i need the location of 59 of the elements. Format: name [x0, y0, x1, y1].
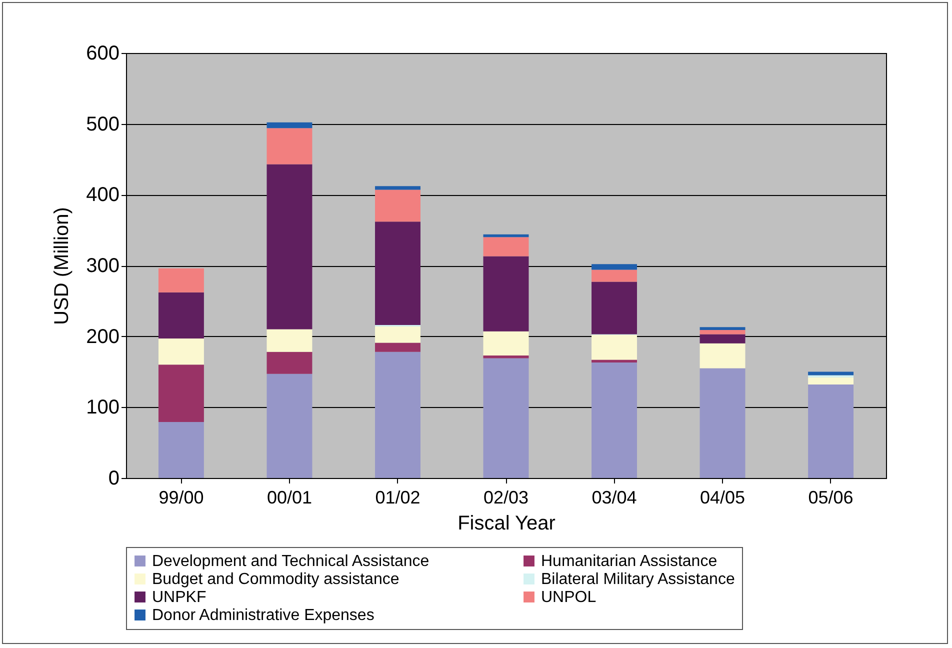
- legend-label: Development and Technical Assistance: [152, 553, 430, 570]
- bar: [158, 268, 204, 292]
- x-axis-title: Fiscal Year: [458, 512, 556, 534]
- bar: [375, 326, 420, 343]
- bar: [375, 222, 420, 325]
- y-tick-label: 400: [86, 184, 120, 206]
- bar: [592, 270, 637, 282]
- bar: [483, 256, 529, 332]
- y-tick-label: 200: [86, 326, 120, 348]
- x-tick-label: 02/03: [483, 488, 529, 508]
- x-tick-label: 05/06: [808, 488, 854, 508]
- legend-label: Humanitarian Assistance: [541, 553, 718, 570]
- x-tick-label: 01/02: [375, 488, 420, 508]
- x-tick-label: 04/05: [700, 488, 746, 508]
- bar: [375, 342, 420, 352]
- bar: [483, 331, 529, 356]
- bar: [808, 377, 854, 384]
- bar: [700, 343, 746, 368]
- bar: [592, 362, 637, 478]
- x-tick-label: 00/01: [266, 488, 312, 508]
- legend-label: UNPOL: [541, 589, 596, 606]
- bar: [375, 352, 420, 478]
- bar: [700, 368, 746, 478]
- bar: [483, 358, 529, 478]
- bar: [700, 334, 746, 344]
- y-tick-label: 600: [86, 42, 120, 64]
- bar: [808, 372, 854, 376]
- y-tick-label: 100: [86, 396, 120, 419]
- bar: [266, 164, 312, 330]
- bar: [266, 352, 312, 374]
- x-tick-label: 03/04: [592, 488, 637, 508]
- legend-label: Donor Administrative Expenses: [152, 607, 374, 624]
- bar: [266, 329, 312, 352]
- bar: [808, 384, 854, 478]
- bar: [483, 355, 529, 358]
- bar: [700, 327, 746, 330]
- bar: [592, 282, 637, 334]
- bar: [700, 330, 746, 334]
- bar: [158, 338, 204, 365]
- bar: [158, 364, 204, 422]
- x-tick-label: 99/00: [158, 488, 204, 508]
- bar: [266, 374, 312, 478]
- bar: [592, 264, 637, 270]
- bar: [483, 237, 529, 256]
- bar: [375, 186, 420, 190]
- bar: [592, 360, 637, 363]
- y-tick-label: 500: [86, 113, 120, 136]
- y-tick-label: 300: [86, 255, 120, 277]
- y-axis-title: USD (Million): [51, 207, 74, 325]
- bar: [158, 292, 204, 338]
- bar: [592, 334, 637, 360]
- bar: [158, 422, 204, 478]
- legend-label: Budget and Commodity assistance: [152, 571, 400, 588]
- y-tick-label: 0: [108, 468, 120, 490]
- legend-label: UNPKF: [152, 589, 206, 606]
- bar: [266, 122, 312, 128]
- legend-label: Bilateral Military Assistance: [541, 571, 735, 588]
- bar: [375, 190, 420, 222]
- bar: [266, 128, 312, 164]
